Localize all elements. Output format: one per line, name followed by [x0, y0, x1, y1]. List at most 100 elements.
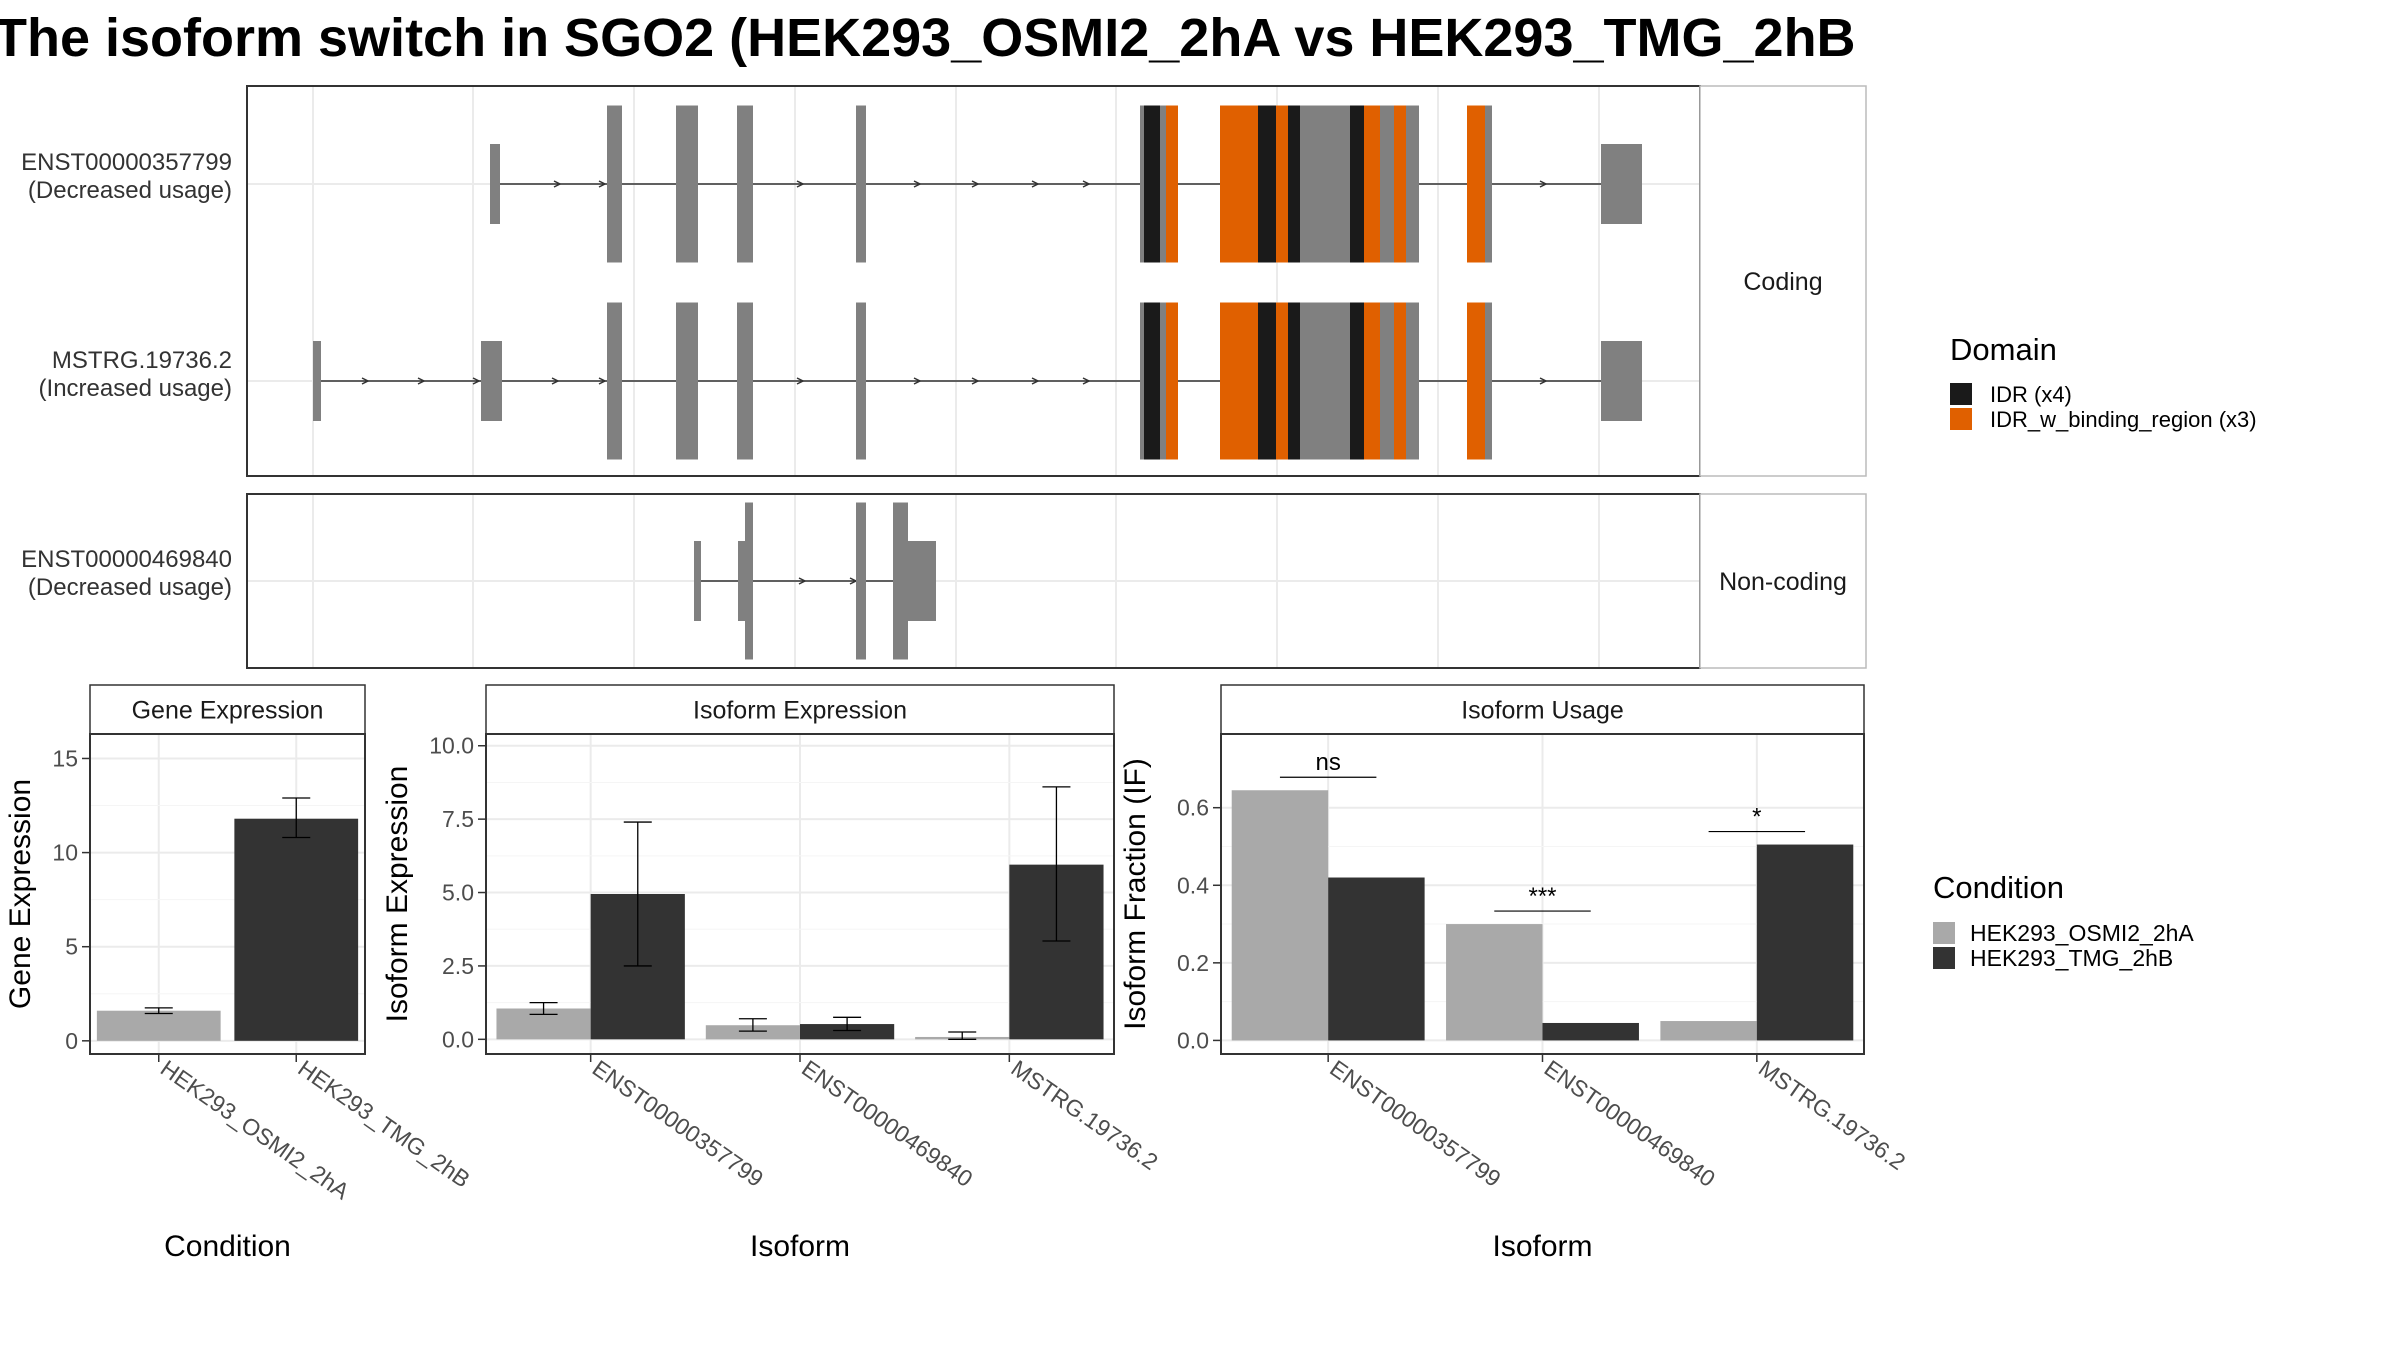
intron-arrow — [598, 180, 607, 188]
y-axis-title: Gene Expression — [4, 779, 37, 1009]
y-tick-label: 0.4 — [1177, 872, 1209, 898]
transcript-usage-label: (Decreased usage) — [28, 574, 232, 601]
panel-title: Isoform Expression — [693, 697, 907, 725]
intron-arrow — [551, 377, 560, 385]
domain-segment — [1350, 105, 1364, 263]
exon — [313, 341, 321, 421]
y-tick-label: 5.0 — [442, 880, 474, 906]
x-tick-label: ENST00000469840 — [797, 1055, 977, 1192]
exon — [745, 502, 753, 660]
x-tick-label: ENST00000469840 — [1540, 1055, 1720, 1192]
exon — [1300, 105, 1350, 263]
exon — [1300, 302, 1350, 460]
domain-segment — [1364, 105, 1380, 263]
y-tick-label: 10.0 — [429, 733, 474, 759]
intron-arrow — [1539, 180, 1548, 188]
exon — [1406, 302, 1419, 460]
exon — [1406, 105, 1419, 263]
exon — [1601, 341, 1606, 421]
domain-segment — [1276, 105, 1288, 263]
intron-arrow — [798, 577, 807, 585]
y-axis-title: Isoform Expression — [381, 766, 414, 1023]
y-tick-label: 0.0 — [1177, 1027, 1209, 1053]
exon — [481, 341, 502, 421]
domain-segment — [1258, 105, 1276, 263]
legend-title: Condition — [1933, 870, 2064, 905]
x-tick-label: ENST00000357799 — [1325, 1055, 1505, 1192]
panel-title: Gene Expression — [132, 697, 324, 725]
significance-label: *** — [1528, 883, 1556, 910]
transcript-id-label: ENST00000469840 — [21, 546, 232, 573]
bar — [1446, 924, 1543, 1041]
domain-segment — [1258, 302, 1276, 460]
exon — [607, 302, 622, 460]
facet-strip — [1220, 684, 1865, 735]
intron-arrow — [553, 180, 562, 188]
domain-segment — [1144, 105, 1160, 263]
domain-segment — [1288, 105, 1300, 263]
domain-segment — [1394, 302, 1406, 460]
y-tick-label: 0.2 — [1177, 950, 1209, 976]
exon — [694, 541, 701, 621]
y-tick-label: 0.0 — [442, 1026, 474, 1052]
facet-strip — [1699, 85, 1867, 477]
exon — [607, 105, 622, 263]
legend-label: HEK293_TMG_2hB — [1970, 945, 2173, 971]
domain-legend: Domain IDR (x4)IDR_w_binding_region (x3) — [1950, 332, 2257, 432]
domain-segment — [1394, 105, 1406, 263]
legend-key — [1933, 947, 1955, 969]
y-tick-label: 10 — [52, 840, 78, 866]
exon — [1380, 105, 1394, 263]
exon — [856, 302, 866, 460]
figure-title: The isoform switch in SGO2 (HEK293_OSMI2… — [0, 8, 1856, 68]
panel-title: Isoform Usage — [1461, 697, 1624, 725]
bar — [234, 818, 359, 1041]
exon — [1380, 302, 1394, 460]
bar — [1231, 790, 1329, 1041]
facet-strip — [1699, 493, 1867, 669]
domain-segment — [1467, 302, 1485, 460]
exon — [737, 105, 753, 263]
gene-structure-panel: CodingNon-codingENST00000357799(Decrease… — [21, 85, 1867, 669]
exon — [737, 302, 753, 460]
legend-key — [1950, 408, 1972, 430]
y-tick-label: 5 — [65, 934, 78, 960]
domain-segment — [1144, 302, 1160, 460]
exon — [1485, 105, 1492, 263]
transcript-usage-label: (Decreased usage) — [28, 177, 232, 204]
domain-segment — [1220, 302, 1258, 460]
domain-segment — [1288, 302, 1300, 460]
bar — [705, 1025, 800, 1040]
significance-label: ns — [1315, 749, 1340, 776]
facet-label: Non-coding — [1719, 568, 1847, 596]
bar — [1542, 1022, 1639, 1041]
exon — [1485, 302, 1492, 460]
exon — [856, 502, 866, 660]
panel-border — [89, 733, 366, 1055]
transcript-id-label: MSTRG.19736.2 — [52, 347, 232, 374]
x-axis-title: Condition — [164, 1230, 291, 1263]
intron-arrow — [472, 377, 481, 385]
exon — [676, 302, 698, 460]
intron-arrow — [361, 377, 370, 385]
legend-title: Domain — [1950, 332, 2057, 367]
intron-arrow — [1031, 377, 1040, 385]
exon — [908, 541, 936, 621]
x-axis-title: Isoform — [750, 1230, 850, 1263]
x-tick-label: ENST00000357799 — [588, 1055, 768, 1192]
y-tick-label: 0.6 — [1177, 795, 1209, 821]
y-axis-title: Isoform Fraction (IF) — [1119, 758, 1152, 1030]
y-tick-label: 7.5 — [442, 806, 474, 832]
intron-arrow — [913, 180, 922, 188]
domain-segment — [1276, 302, 1288, 460]
bar — [96, 1010, 221, 1041]
exon — [676, 105, 698, 263]
x-tick-label: MSTRG.19736.2 — [1754, 1055, 1910, 1175]
domain-segment — [1467, 105, 1485, 263]
domain-segment — [1166, 105, 1178, 263]
legend-label: IDR_w_binding_region (x3) — [1990, 407, 2257, 432]
domain-segment — [1364, 302, 1380, 460]
intron-arrow — [971, 377, 980, 385]
